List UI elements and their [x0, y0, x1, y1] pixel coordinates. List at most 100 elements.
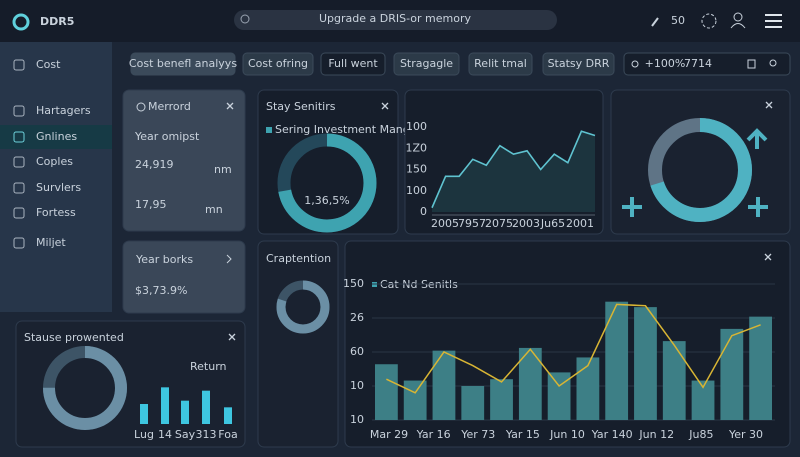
big-number: 17,95 — [135, 198, 167, 211]
plus-icon — [622, 197, 768, 217]
sidebar-icon — [13, 105, 25, 117]
y-tick-label: 60 — [350, 345, 364, 358]
close-icon[interactable] — [226, 102, 234, 110]
y-tick-label: 100 — [406, 120, 427, 133]
view-icon[interactable] — [631, 60, 639, 68]
x-tick-label: Jun 12 — [638, 428, 674, 441]
tab[interactable] — [542, 52, 615, 76]
x-tick-label: Ju65 — [540, 217, 565, 230]
close-icon[interactable] — [764, 253, 772, 261]
x-tick-label: Yer 30 — [728, 428, 763, 441]
x-tick-label: Yar 16 — [416, 428, 451, 441]
close-icon[interactable] — [381, 102, 389, 110]
x-tick-label: 2003 — [512, 217, 540, 230]
toolbar — [623, 52, 791, 76]
toolbar-value: 7714 — [684, 57, 712, 70]
notification-count: 50 — [671, 14, 685, 27]
x-tick-label: 2001 — [566, 217, 594, 230]
sidebar-icon — [13, 207, 25, 219]
sidebar-item: Coples — [36, 155, 73, 168]
bar — [749, 316, 772, 420]
bar — [691, 380, 715, 420]
export-icon[interactable] — [747, 59, 756, 69]
x-tick-label: 14 — [158, 428, 172, 441]
bar — [461, 386, 485, 420]
ring-arc — [648, 118, 752, 222]
legend: Sering Investment Mangers — [275, 123, 427, 136]
unit: mn — [205, 203, 223, 216]
sidebar-item: Survlers — [36, 181, 81, 194]
mini-bar — [140, 404, 148, 424]
menu-icon[interactable] — [765, 14, 782, 28]
bar — [576, 357, 600, 420]
mini-bar — [224, 407, 232, 424]
tab-label: Cost ofring — [248, 57, 308, 70]
bar — [547, 372, 571, 420]
tab[interactable] — [468, 52, 533, 76]
x-tick-label: Jun 10 — [549, 428, 585, 441]
tab-label: Full went — [328, 57, 378, 70]
books-card — [122, 240, 246, 314]
x-tick-label: Foa — [218, 428, 237, 441]
x-tick-label: Yer 73 — [460, 428, 495, 441]
x-tick-label: 2005 — [431, 217, 459, 230]
tab[interactable] — [320, 52, 386, 76]
ring-arc — [277, 133, 377, 233]
tab-label: Cost benefl analyys — [129, 57, 237, 70]
bar — [662, 341, 686, 420]
toolbar-zoom: +100% — [645, 57, 686, 70]
sidebar-item: Hartagers — [36, 104, 91, 117]
gauge-label: 1,36,5% — [304, 194, 349, 207]
y-tick-label: 26 — [350, 311, 364, 324]
line-area — [432, 131, 595, 212]
tab[interactable] — [242, 52, 314, 76]
legend: Return — [190, 360, 227, 373]
user-icon-body — [730, 23, 746, 29]
y-tick-label: 150 — [406, 163, 427, 176]
user-icon[interactable] — [733, 12, 743, 22]
tab-label: Statsy DRR — [548, 57, 610, 70]
legend-swatch — [266, 127, 272, 133]
arrow-icon — [226, 254, 232, 264]
sidebar — [0, 42, 112, 312]
y-tick-label: 100 — [406, 184, 427, 197]
x-tick-label: 2075 — [485, 217, 513, 230]
mini-bar — [181, 400, 189, 424]
x-tick-label: Ju85 — [688, 428, 713, 441]
search-placeholder: Upgrade a DRIS-or memory — [319, 12, 471, 25]
craptention-card — [257, 240, 339, 448]
tab[interactable] — [393, 52, 460, 76]
card-title: Merrord — [148, 100, 191, 113]
bar — [403, 380, 427, 420]
y-tick-label: 10 — [350, 379, 364, 392]
logo-icon — [12, 13, 30, 31]
x-tick-label: Mar 29 — [370, 428, 408, 441]
trend-line — [386, 303, 761, 394]
bar — [634, 307, 657, 420]
y-tick-label: 10 — [350, 413, 364, 426]
sidebar-icon — [13, 237, 25, 249]
signal-icon — [651, 17, 659, 27]
bar — [720, 328, 744, 420]
y-tick-label: 150 — [343, 277, 364, 290]
close-icon[interactable] — [765, 101, 773, 109]
logo: DDR5 — [40, 15, 74, 28]
close-icon[interactable] — [228, 333, 236, 341]
bar — [432, 350, 456, 420]
y-tick-label: 1Z0 — [405, 141, 427, 154]
sidebar-icon — [13, 59, 25, 71]
tab-label: Stragagle — [400, 57, 453, 70]
card-label: Year omipst — [134, 130, 200, 143]
sidebar-active — [0, 125, 112, 149]
sidebar-item: Fortess — [36, 206, 76, 219]
search-box[interactable] — [234, 10, 557, 30]
ring-card — [610, 89, 791, 235]
card-title: Craptention — [266, 252, 331, 265]
ring-arc — [43, 346, 127, 430]
search-tool-icon[interactable] — [769, 59, 777, 67]
sidebar-item: Gnlines — [36, 130, 77, 143]
memory-card — [122, 89, 246, 232]
settings-icon[interactable] — [701, 13, 717, 29]
tab[interactable] — [130, 52, 236, 76]
